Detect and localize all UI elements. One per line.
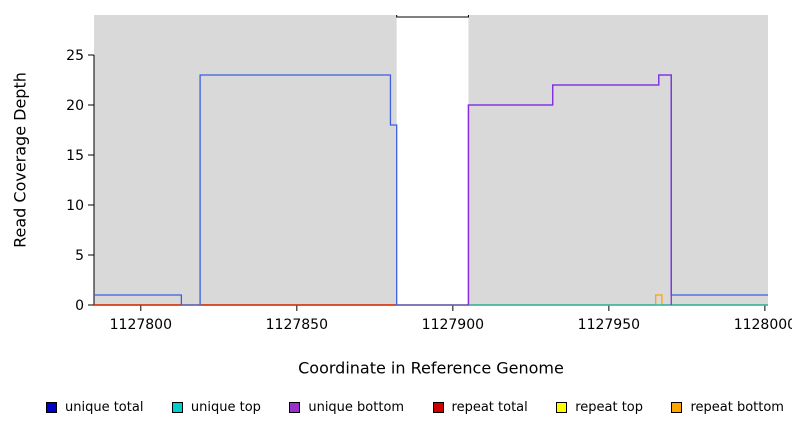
legend-item-unique-top: unique top — [171, 400, 261, 415]
x-tick-label: 1127850 — [266, 317, 328, 333]
legend-item-repeat-top: repeat top — [556, 400, 643, 415]
y-tick-label: 0 — [75, 298, 84, 314]
x-tick-label: 1127950 — [578, 317, 640, 333]
legend-item-repeat-bottom: repeat bottom — [671, 400, 784, 415]
coverage-region — [468, 15, 768, 305]
y-tick-label: 15 — [66, 148, 84, 164]
y-tick-label: 10 — [66, 198, 84, 214]
coverage-region — [94, 15, 397, 305]
x-tick-label: 1128000 — [734, 317, 792, 333]
series-line-unique-bottom — [467, 74, 672, 305]
y-axis-title: Read Coverage Depth — [10, 72, 30, 248]
legend-item-unique-total: unique total — [46, 400, 143, 415]
repeat-top-swatch-icon — [556, 402, 568, 413]
repeat-bottom-swatch-icon — [671, 402, 683, 413]
legend-label: unique total — [65, 400, 144, 415]
x-tick-label: 1127900 — [422, 317, 484, 333]
legend: unique total unique top unique bottom repea… — [46, 400, 784, 415]
x-axis-title: Coordinate in Reference Genome — [298, 358, 564, 378]
y-tick-label: 20 — [66, 98, 84, 114]
legend-label: unique top — [190, 400, 261, 415]
legend-item-repeat-total: repeat total — [432, 400, 528, 415]
repeat-total-swatch-icon — [432, 402, 444, 413]
legend-label: repeat top — [575, 400, 643, 415]
unique-total-swatch-icon — [46, 402, 57, 413]
x-tick-label: 1127800 — [110, 317, 172, 333]
unique-bottom-swatch-icon — [289, 402, 301, 413]
y-tick-label: 25 — [66, 48, 84, 64]
legend-label: repeat bottom — [690, 400, 784, 415]
gap-outline — [396, 15, 469, 18]
legend-label: repeat total — [451, 400, 528, 415]
legend-item-unique-bottom: unique bottom — [289, 400, 404, 415]
unique-top-swatch-icon — [171, 402, 183, 413]
y-tick-label: 5 — [75, 248, 84, 264]
legend-label: unique bottom — [308, 400, 405, 415]
